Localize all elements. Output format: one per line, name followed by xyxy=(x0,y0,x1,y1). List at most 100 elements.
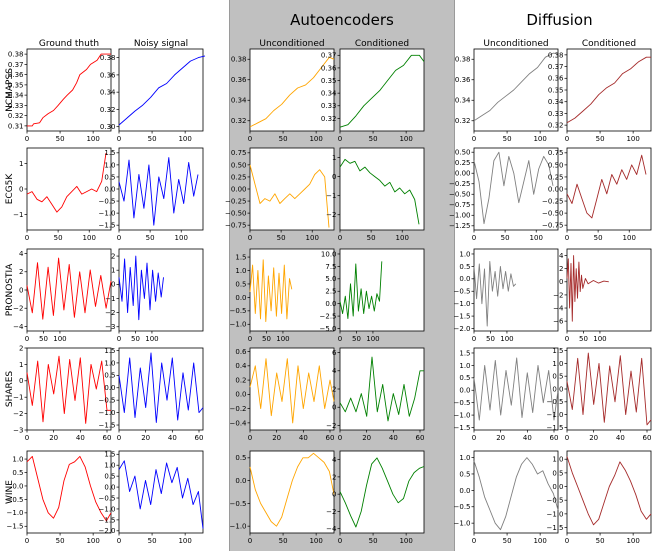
plot-axes xyxy=(566,48,652,132)
series-line xyxy=(249,358,335,424)
series-line xyxy=(27,53,111,127)
x-tick-label: 50 xyxy=(369,135,378,143)
y-tick-label: −0.5 xyxy=(547,398,564,406)
plot-axes xyxy=(339,450,425,534)
y-tick-label: 4 xyxy=(332,367,337,375)
x-tick-label: 50 xyxy=(148,537,157,545)
x-tick-label: 100 xyxy=(623,234,636,242)
series-line xyxy=(339,261,383,320)
y-tick-label: 0.38 xyxy=(231,56,247,64)
x-tick-label: 0 xyxy=(25,434,29,442)
y-tick-label: 0.0 xyxy=(325,300,336,308)
y-tick-label: 0.32 xyxy=(231,117,247,125)
plot-axes xyxy=(473,248,559,332)
y-tick-label: 0.5 xyxy=(459,470,470,478)
column-title: Noisy signal xyxy=(134,39,188,49)
y-tick-label: −1.0 xyxy=(7,509,24,517)
series-line xyxy=(249,56,335,128)
x-tick-label: 0 xyxy=(338,335,342,343)
x-tick-label: 0 xyxy=(248,335,252,343)
x-tick-label: 100 xyxy=(276,335,289,343)
y-tick-label: −1.0 xyxy=(230,523,247,531)
y-tick-label: −1.0 xyxy=(230,321,247,329)
y-tick-label: 0.2 xyxy=(235,376,246,384)
y-tick-label: 1 xyxy=(332,154,336,162)
series-line xyxy=(473,260,517,327)
y-tick-label: −0.25 xyxy=(542,197,563,205)
x-tick-label: 50 xyxy=(503,135,512,143)
y-tick-label: 6 xyxy=(332,349,337,357)
y-tick-label: −3 xyxy=(105,323,115,331)
y-tick-label: −1.5 xyxy=(99,516,116,524)
x-tick-label: 40 xyxy=(299,434,308,442)
y-tick-label: 0.5 xyxy=(459,263,470,271)
y-tick-label: 0.35 xyxy=(548,86,564,94)
y-tick-label: −0.2 xyxy=(230,405,247,413)
x-tick-label: 100 xyxy=(309,537,322,545)
plot-axes xyxy=(118,347,204,431)
y-tick-label: −1.0 xyxy=(99,409,116,417)
y-tick-label: 10.0 xyxy=(321,250,337,258)
x-tick-label: 100 xyxy=(306,234,319,242)
x-tick-label: 0 xyxy=(472,234,476,242)
x-tick-label: 60 xyxy=(643,434,652,442)
y-tick-label: 0.5 xyxy=(235,280,246,288)
x-tick-label: 60 xyxy=(103,434,112,442)
x-tick-label: 100 xyxy=(145,335,158,343)
y-tick-label: −1.0 xyxy=(99,210,116,218)
x-tick-label: 0 xyxy=(25,537,29,545)
y-tick-label: 0.33 xyxy=(8,102,24,110)
y-tick-label: 0.32 xyxy=(548,122,564,130)
y-tick-label: 0.5 xyxy=(552,373,563,381)
x-tick-label: 20 xyxy=(362,434,371,442)
y-tick-label: 0.50 xyxy=(455,149,471,157)
plot-axes xyxy=(118,248,204,332)
y-tick-label: 0.6 xyxy=(235,348,247,356)
x-tick-label: 0 xyxy=(565,335,569,343)
row-label: WINE xyxy=(5,480,15,504)
x-tick-label: 50 xyxy=(594,234,603,242)
y-tick-label: 0 xyxy=(19,185,23,193)
x-tick-label: 50 xyxy=(39,335,48,343)
y-tick-label: −1.5 xyxy=(454,312,471,320)
y-tick-label: 0.0 xyxy=(104,483,115,491)
x-tick-label: 100 xyxy=(626,537,639,545)
x-tick-label: 0 xyxy=(565,135,569,143)
y-tick-label: 0.00 xyxy=(548,185,564,193)
x-tick-label: 100 xyxy=(399,537,412,545)
y-tick-label: 0.36 xyxy=(231,76,247,84)
y-tick-label: 4 xyxy=(332,456,337,464)
x-tick-label: 0 xyxy=(248,537,252,545)
y-tick-label: 0.0 xyxy=(235,391,246,399)
y-tick-label: 0.36 xyxy=(100,71,116,79)
x-tick-label: 0 xyxy=(338,135,342,143)
x-tick-label: 40 xyxy=(523,434,532,442)
x-tick-label: 60 xyxy=(550,434,559,442)
y-tick-label: 0.33 xyxy=(321,102,337,110)
series-line xyxy=(118,352,204,423)
y-tick-label: 2 xyxy=(19,268,23,276)
x-tick-label: 20 xyxy=(272,434,281,442)
y-tick-label: 1.5 xyxy=(104,451,115,459)
y-tick-label: −1 xyxy=(13,394,23,402)
plot-axes xyxy=(473,48,559,132)
y-tick-label: 0.38 xyxy=(548,51,564,59)
y-tick-label: 1.5 xyxy=(235,253,246,261)
y-tick-label: 1.0 xyxy=(459,250,470,258)
x-tick-label: 0 xyxy=(248,234,252,242)
y-tick-label: 0.5 xyxy=(552,469,563,477)
y-tick-label: 2 xyxy=(332,473,336,481)
y-tick-label: −6 xyxy=(553,318,564,326)
y-tick-label: 0.0 xyxy=(12,482,23,490)
series-line xyxy=(566,56,651,124)
x-tick-label: 40 xyxy=(168,434,177,442)
x-tick-label: 50 xyxy=(352,335,361,343)
y-tick-label: 0.32 xyxy=(455,117,471,125)
y-tick-label: −0.5 xyxy=(99,397,116,405)
y-tick-label: −2 xyxy=(326,211,336,219)
x-tick-label: 0 xyxy=(338,434,342,442)
y-tick-label: 0.0 xyxy=(104,185,115,193)
x-tick-label: 20 xyxy=(496,434,505,442)
y-tick-label: 0.37 xyxy=(321,52,337,60)
x-tick-label: 0 xyxy=(472,537,476,545)
